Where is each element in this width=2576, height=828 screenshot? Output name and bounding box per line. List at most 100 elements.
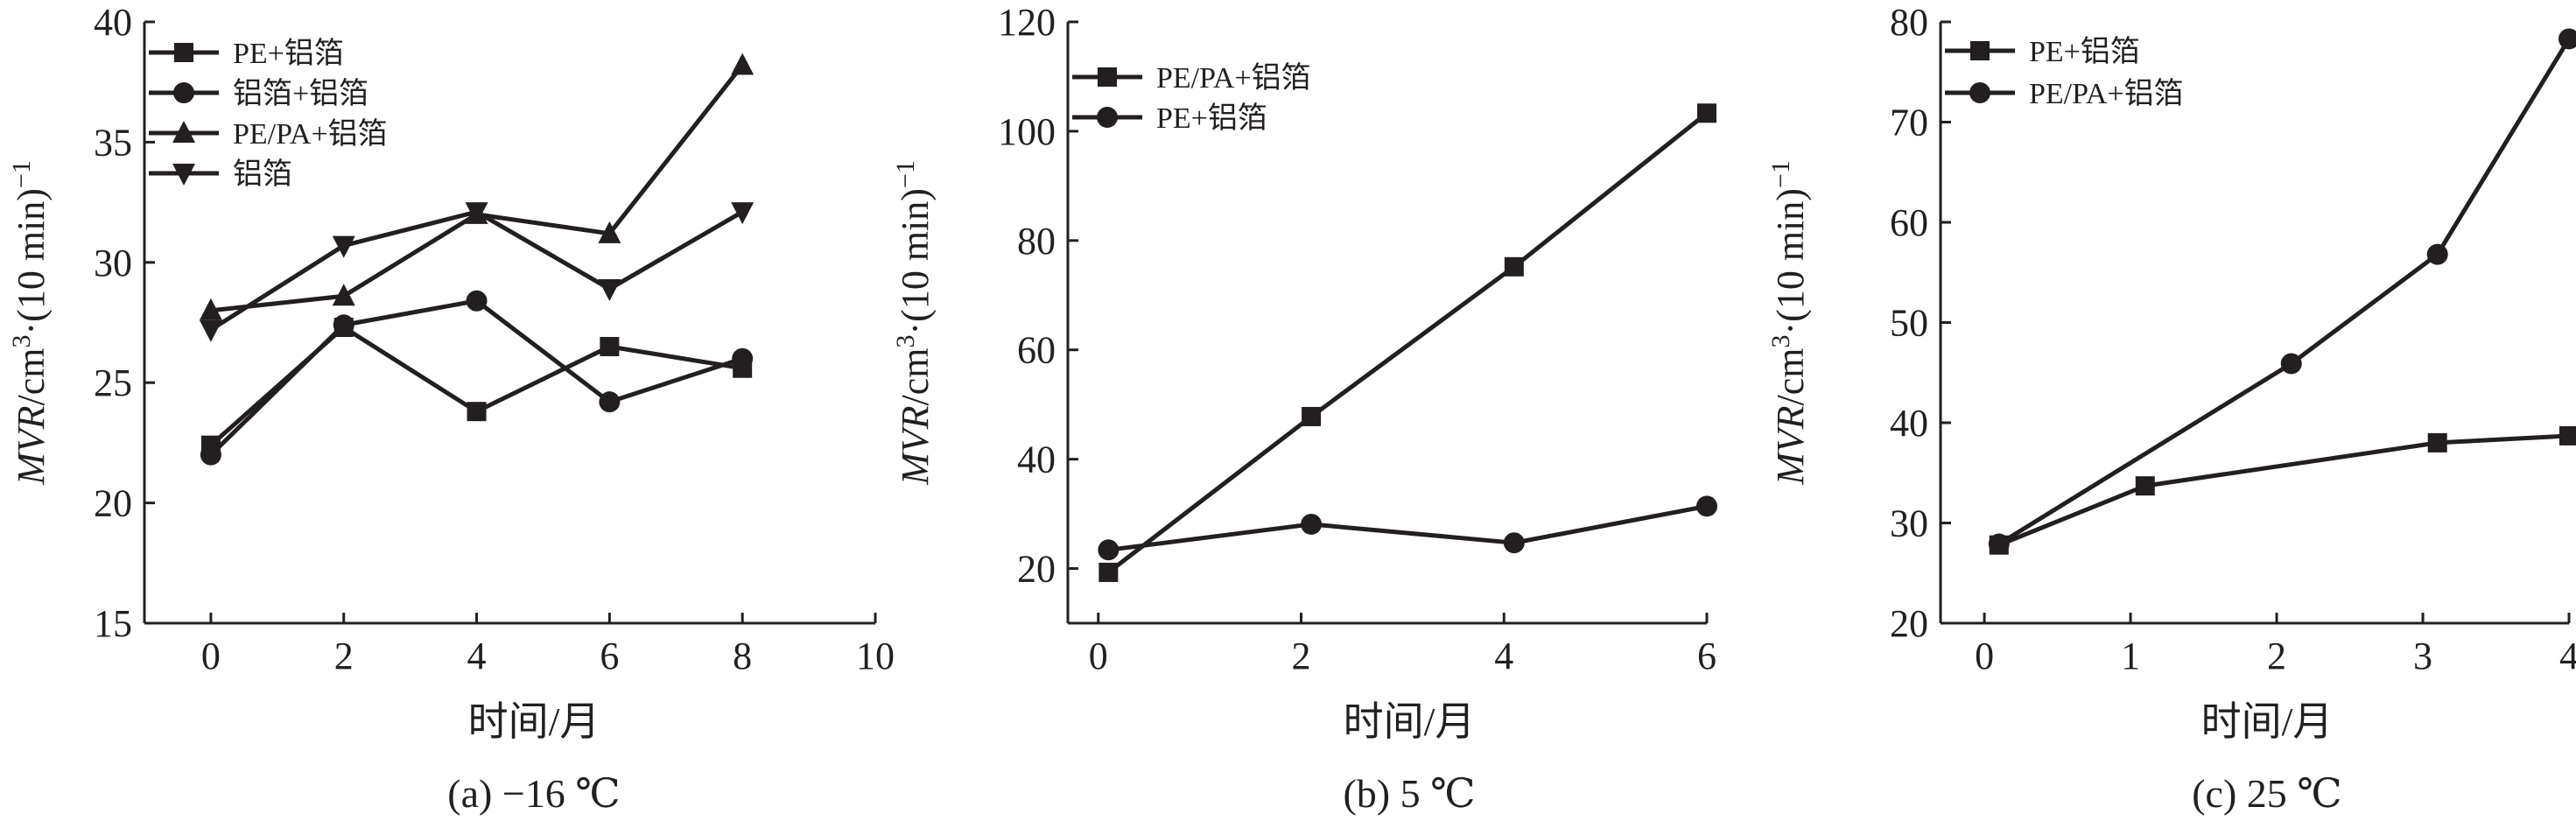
- legend-label: 铝箔+铝箔: [233, 77, 369, 110]
- panel-caption: (b) 5 ℃: [1343, 771, 1475, 816]
- legend-label: 铝箔: [233, 158, 292, 191]
- data-point: [599, 391, 621, 413]
- series-line-2: [1108, 503, 1708, 552]
- data-point: [1504, 256, 1524, 277]
- x-tick-label: 2: [1292, 635, 1311, 677]
- data-point: [1098, 539, 1120, 561]
- y-tick-label: 120: [998, 1, 1056, 44]
- data-point: [1988, 533, 2010, 555]
- x-tick-label: 1: [2121, 635, 2140, 677]
- x-tick-label: 2: [334, 635, 354, 677]
- data-point: [465, 202, 488, 225]
- y-axis-label-part: MVR: [894, 405, 937, 486]
- data-point: [199, 319, 222, 342]
- x-axis-label: 时间/月: [468, 699, 600, 744]
- data-point: [1302, 406, 1322, 426]
- legend-label: PE+铝箔: [233, 37, 344, 70]
- x-tick-label: 10: [856, 635, 895, 677]
- data-point: [2558, 28, 2576, 50]
- data-point: [466, 290, 488, 312]
- y-tick-label: 30: [1890, 502, 1928, 545]
- y-axis-label-part: −1: [891, 160, 920, 188]
- data-point: [598, 221, 621, 243]
- legend-label: PE+铝箔: [2029, 35, 2140, 68]
- series-line-1: [1106, 111, 1709, 574]
- data-point: [1301, 513, 1323, 535]
- y-tick-label: 70: [1890, 102, 1928, 144]
- y-tick-label: 20: [1017, 548, 1056, 591]
- data-point: [731, 202, 755, 225]
- legend-marker: [172, 121, 195, 143]
- legend: PE/PA+铝箔 PE+铝箔: [1072, 61, 1311, 135]
- series-line-2: [1997, 38, 2572, 546]
- data-point: [1697, 103, 1716, 123]
- y-axis-label-part: −1: [7, 160, 36, 188]
- legend-marker: [1097, 107, 1118, 128]
- data-point: [600, 336, 620, 356]
- y-tick-label: 15: [94, 602, 132, 645]
- legend-marker: [172, 164, 195, 186]
- data-point: [332, 235, 355, 258]
- data-point: [732, 347, 754, 369]
- y-axis-label-part: MVR: [10, 405, 53, 486]
- y-tick-label: 20: [1890, 602, 1928, 645]
- x-axis-label: 时间/月: [1344, 699, 1476, 744]
- x-tick-label: 4: [1494, 635, 1513, 677]
- data-point: [1503, 532, 1525, 554]
- data-point: [2427, 432, 2447, 453]
- x-tick-label: 4: [467, 635, 487, 677]
- y-tick-label: 30: [94, 242, 132, 284]
- legend-label: PE/PA+铝箔: [233, 117, 388, 151]
- data-point: [199, 298, 222, 320]
- x-tick-label: 2: [2267, 635, 2286, 677]
- data-point: [333, 314, 354, 336]
- data-point: [2426, 243, 2448, 265]
- x-tick-label: 6: [1697, 635, 1716, 677]
- y-axis-label-part: 3: [891, 334, 920, 347]
- data-point: [1098, 562, 1119, 582]
- y-tick-label: 100: [998, 110, 1056, 153]
- panel-caption: (a) −16 ℃: [447, 771, 620, 816]
- y-tick-label: 40: [1017, 439, 1056, 481]
- y-axis-label-part: ·(10 min): [1769, 188, 1812, 334]
- y-tick-label: 60: [1890, 201, 1928, 244]
- y-axis-label-part: /cm: [894, 347, 937, 405]
- data-point: [200, 444, 221, 466]
- series-line-1: [1997, 433, 2570, 548]
- y-tick-label: 80: [1890, 1, 1928, 44]
- legend: PE+铝箔 PE/PA+铝箔: [1945, 35, 2184, 110]
- y-tick-label: 35: [94, 121, 132, 164]
- legend-label: PE+铝箔: [1156, 102, 1267, 135]
- data-point: [332, 284, 355, 306]
- legend-marker: [1098, 67, 1117, 87]
- legend-marker: [174, 43, 193, 62]
- y-axis-label-part: 3: [7, 334, 36, 347]
- y-tick-label: 40: [1890, 402, 1928, 445]
- x-tick-label: 3: [2413, 635, 2432, 677]
- legend-label: PE/PA+铝箔: [1156, 61, 1311, 95]
- y-axis-label-part: ·(10 min): [10, 188, 53, 334]
- data-point: [467, 402, 487, 422]
- legend-marker: [173, 82, 194, 103]
- series-line-2: [209, 298, 743, 457]
- x-tick-label: 0: [201, 635, 221, 677]
- y-tick-label: 25: [94, 361, 132, 404]
- y-axis-label: MVR/cm3·(10 min)−1: [7, 160, 53, 486]
- y-axis-label-part: /cm: [10, 347, 53, 405]
- y-tick-label: 20: [94, 482, 132, 525]
- y-axis-label-part: MVR: [1769, 405, 1812, 486]
- x-tick-label: 0: [1089, 635, 1108, 677]
- x-tick-label: 8: [733, 635, 752, 677]
- data-point: [731, 53, 755, 75]
- x-axis-label: 时间/月: [2201, 699, 2334, 744]
- y-axis-label-part: /cm: [1769, 347, 1812, 405]
- y-axis-label: MVR/cm3·(10 min)−1: [891, 160, 937, 486]
- y-axis-label: MVR/cm3·(10 min)−1: [1766, 160, 1812, 486]
- y-tick-label: 80: [1017, 220, 1056, 263]
- panel-caption: (c) 25 ℃: [2192, 771, 2342, 816]
- legend-marker: [1969, 82, 1990, 103]
